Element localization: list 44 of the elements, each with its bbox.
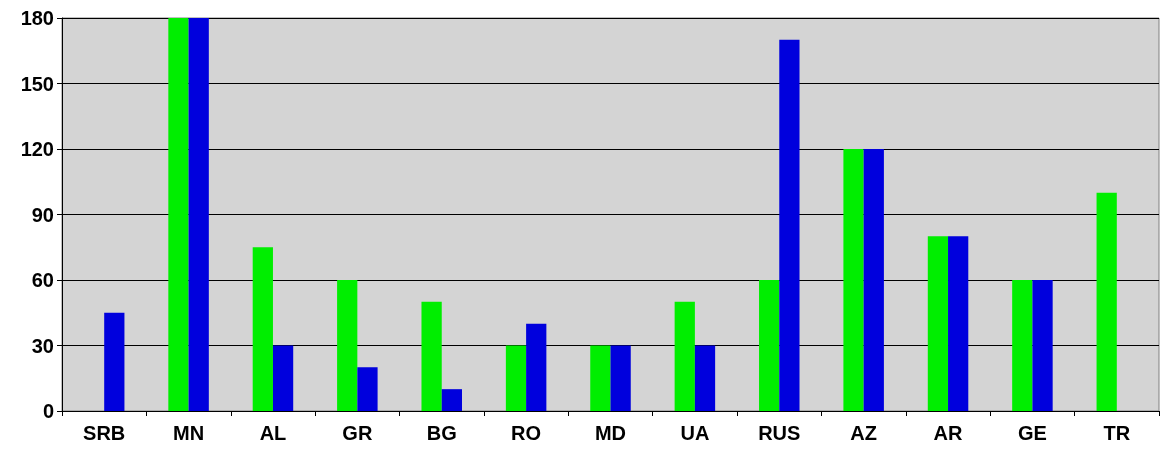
x-tick-label: UA	[680, 422, 710, 444]
x-tick-label: GE	[1017, 422, 1047, 444]
bar	[526, 323, 547, 411]
y-tick-label: 150	[20, 72, 54, 95]
x-tick-label: BG	[426, 422, 457, 444]
bar	[337, 280, 358, 411]
x-tick-label: MN	[173, 422, 205, 444]
x-tick-label: AL	[259, 422, 287, 444]
bar	[104, 312, 125, 411]
bar	[863, 149, 884, 411]
bar	[759, 280, 780, 411]
bar	[1012, 280, 1033, 411]
y-tick-label: 60	[31, 269, 54, 291]
y-tick-label: 180	[20, 7, 54, 29]
bar	[1096, 192, 1117, 411]
bar	[610, 345, 631, 411]
bar	[357, 367, 378, 411]
x-tick-label: MD	[594, 422, 627, 444]
bar	[441, 389, 462, 411]
bar	[590, 345, 611, 411]
x-tick-label: GR	[342, 422, 373, 444]
x-tick-label: AZ	[850, 422, 877, 444]
bar	[272, 345, 294, 411]
bar	[674, 301, 695, 411]
bar	[421, 301, 442, 411]
y-tick-label: 90	[31, 203, 54, 226]
bar	[168, 18, 189, 411]
x-tick-label: TR	[1103, 422, 1131, 444]
bar	[948, 236, 969, 411]
bar	[505, 345, 527, 411]
bar	[927, 236, 949, 411]
x-tick-label: AR	[933, 422, 964, 444]
x-tick-label: RUS	[758, 422, 801, 444]
bar	[843, 149, 864, 411]
y-tick-label: 0	[42, 400, 54, 422]
y-tick-label: 120	[20, 138, 54, 160]
y-tick-label: 30	[31, 334, 54, 357]
x-tick-label: SRB	[83, 422, 126, 444]
bar	[1032, 280, 1053, 411]
bar	[188, 18, 209, 411]
bar	[694, 345, 716, 411]
bar	[779, 39, 800, 411]
bar	[252, 247, 273, 411]
x-tick-label: RO	[511, 422, 542, 444]
